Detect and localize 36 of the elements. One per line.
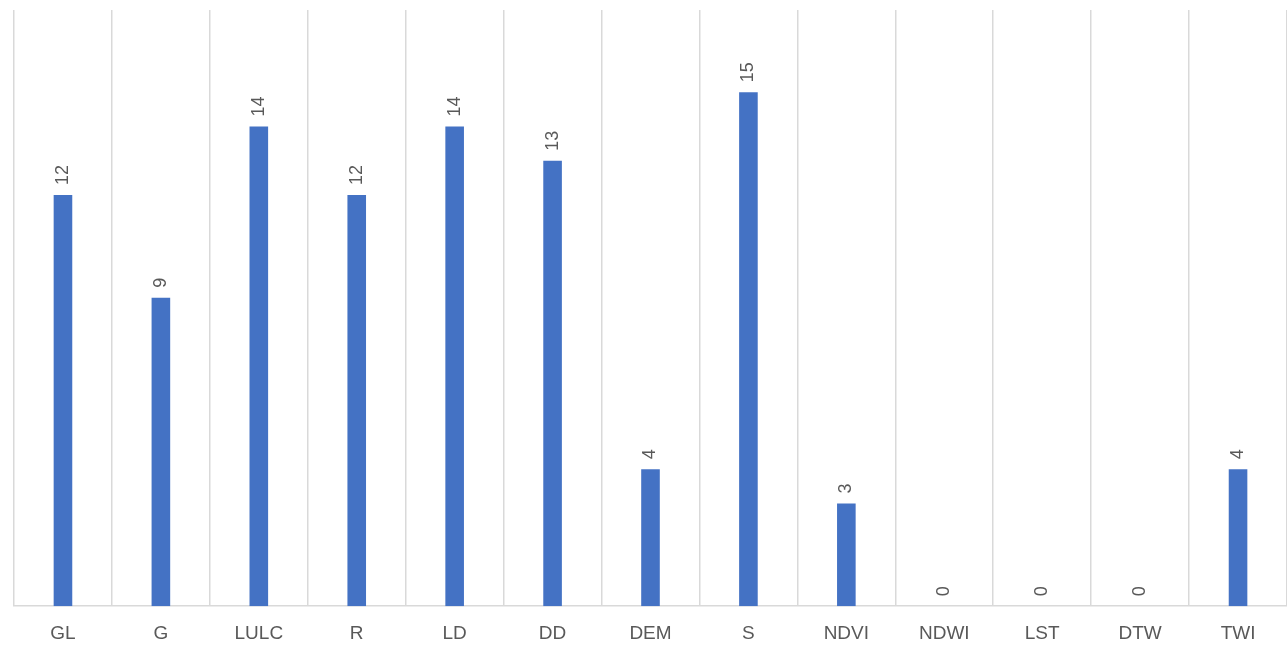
data-label: 13 — [541, 130, 562, 151]
data-label: 9 — [149, 277, 170, 288]
x-tick-label: NDWI — [918, 621, 970, 643]
data-label: 3 — [835, 483, 856, 494]
data-label: 0 — [1129, 586, 1150, 597]
bar — [739, 92, 758, 607]
x-tick-label: LD — [442, 621, 467, 643]
bar — [151, 297, 171, 607]
x-tick-label: DTW — [1118, 621, 1162, 643]
data-label: 12 — [345, 165, 366, 186]
x-tick-label: DEM — [629, 621, 672, 643]
data-label: 0 — [1031, 586, 1052, 597]
bar — [837, 503, 856, 607]
bar — [641, 469, 660, 607]
bar — [445, 126, 464, 607]
bar — [543, 160, 562, 607]
data-label: 14 — [443, 96, 464, 117]
x-tick-label: LULC — [234, 621, 284, 643]
bar — [249, 126, 269, 607]
x-tick-label: DD — [538, 621, 567, 643]
data-label: 14 — [247, 96, 268, 117]
x-tick-label: GL — [50, 621, 76, 643]
x-tick-label: LST — [1024, 621, 1060, 643]
x-tick-label: TWI — [1220, 621, 1256, 643]
x-tick-label: NDVI — [823, 621, 870, 643]
data-label: 15 — [737, 62, 758, 83]
data-label: 4 — [1227, 449, 1248, 460]
data-label: 12 — [51, 165, 72, 186]
bar — [347, 195, 367, 607]
x-tick-label: G — [153, 621, 169, 643]
data-label: 4 — [639, 449, 660, 460]
bar — [53, 195, 73, 607]
data-label: 0 — [933, 586, 954, 597]
x-tick-label: R — [349, 621, 364, 643]
bar — [1228, 469, 1248, 607]
x-tick-label: S — [742, 621, 755, 643]
